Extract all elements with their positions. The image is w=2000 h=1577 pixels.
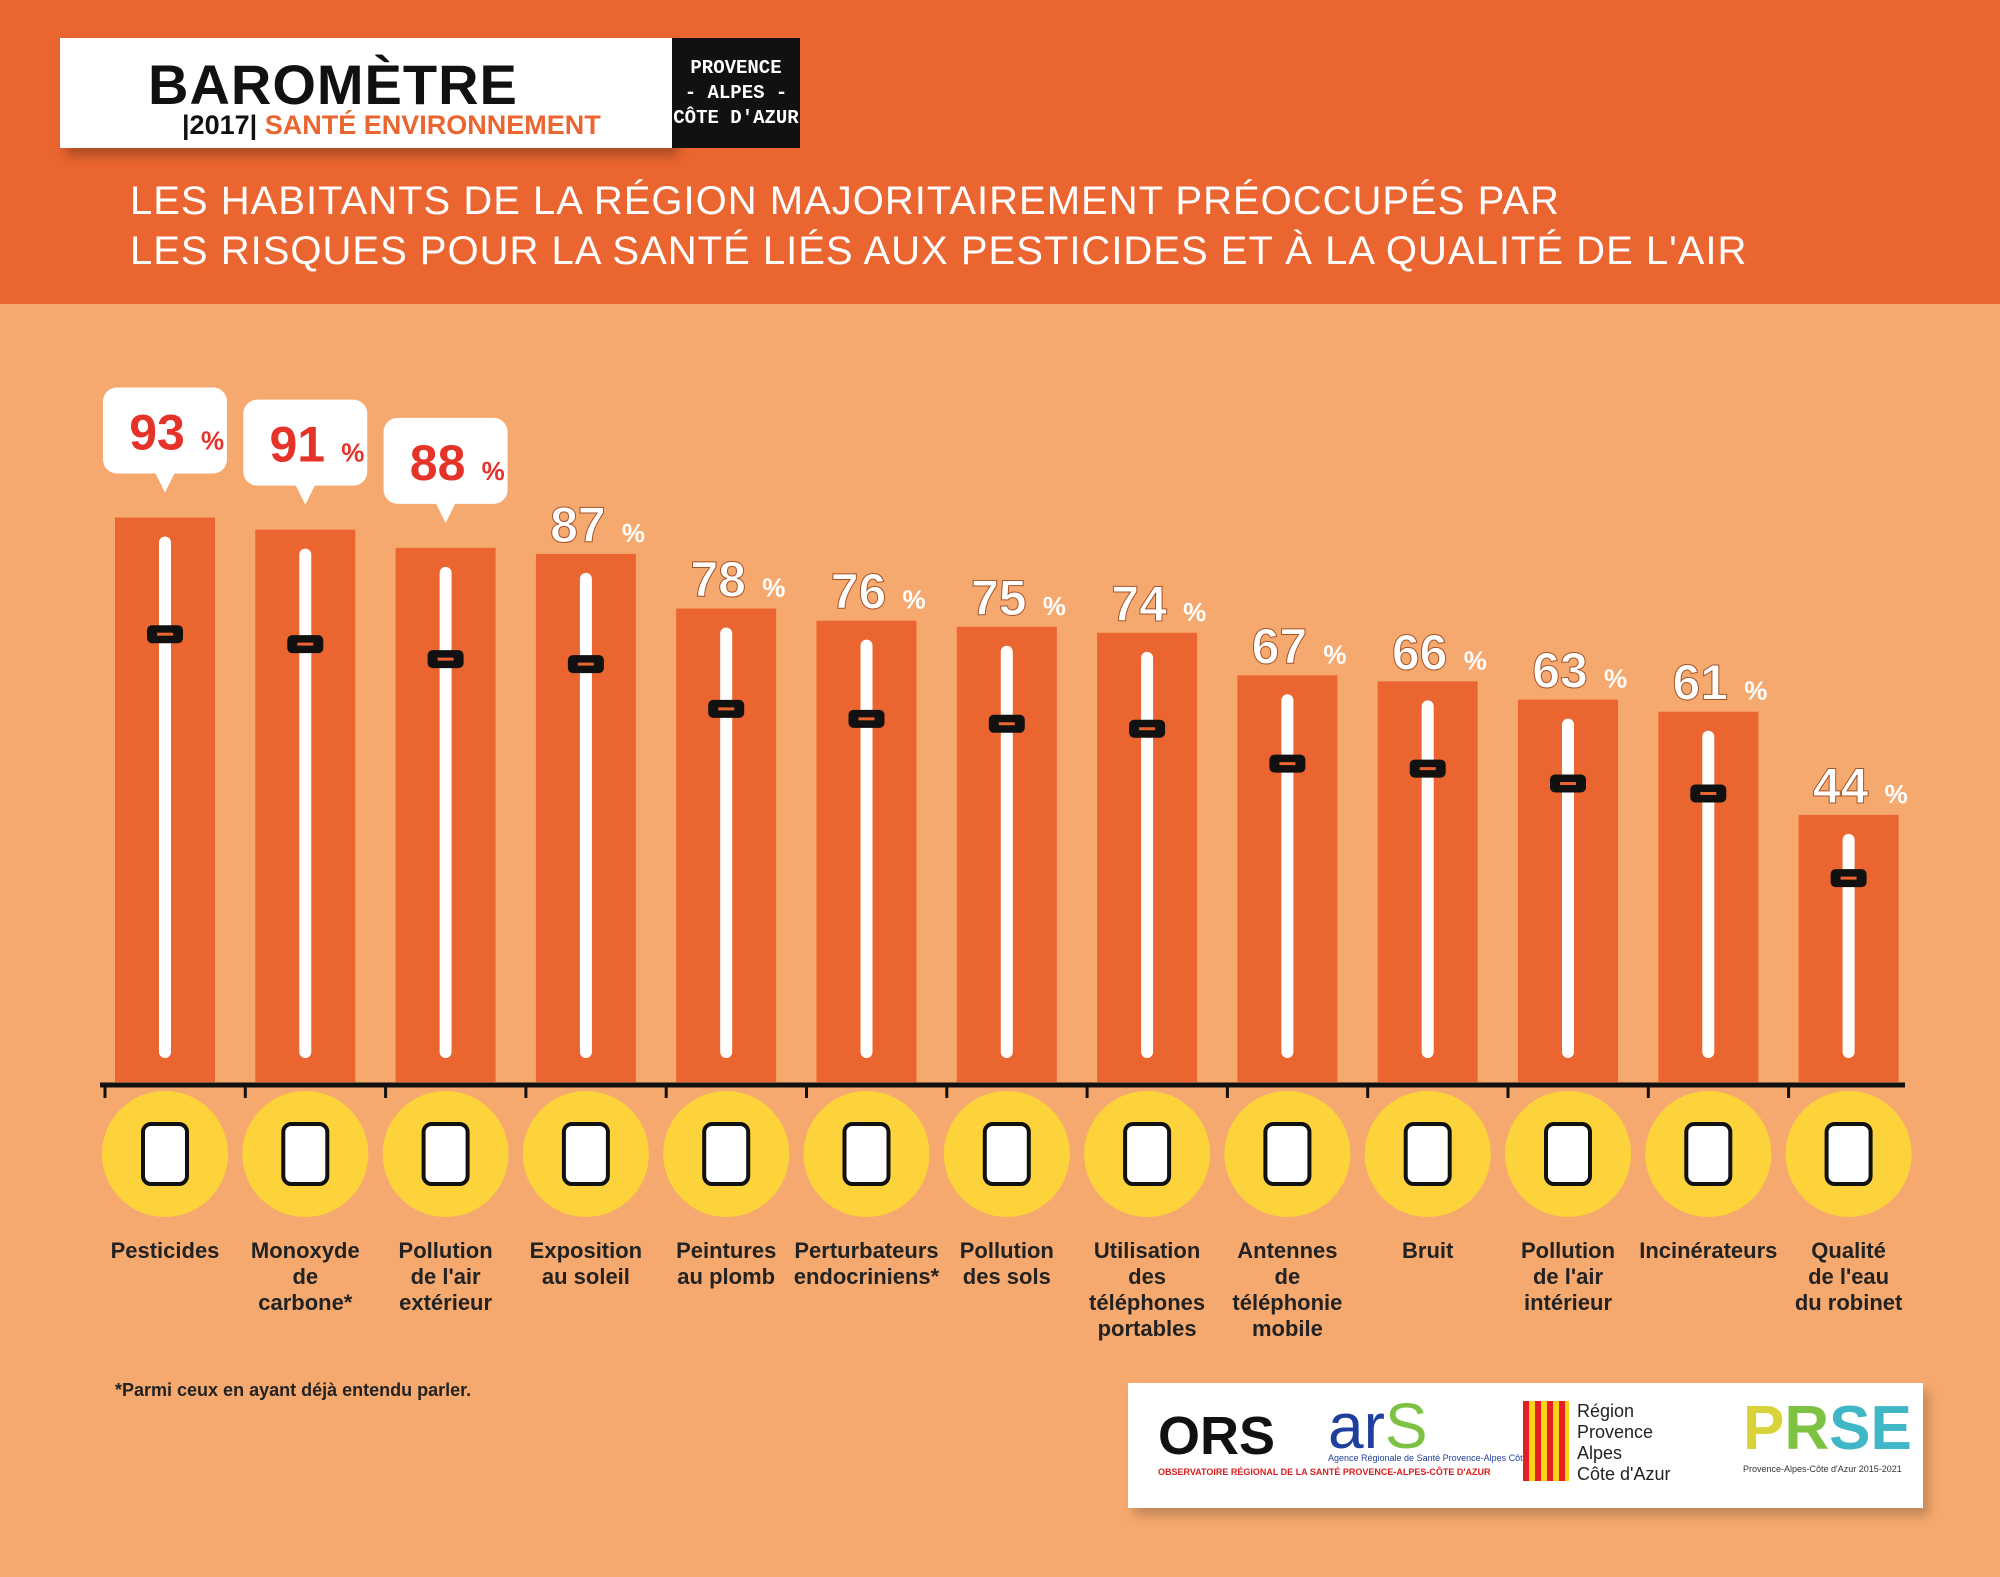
header-banner: BAROMÈTRE |2017| SANTÉ ENVIRONNEMENT PRO… — [0, 0, 2000, 304]
category-label: Utilisation — [1094, 1238, 1200, 1263]
value-unit: % — [201, 425, 224, 455]
partner-logos: ORS OBSERVATOIRE RÉGIONAL DE LA SANTÉ PRO… — [1128, 1383, 1923, 1508]
value-label: 93 — [129, 404, 185, 460]
sun-icon — [522, 1091, 649, 1217]
category-label: de — [1275, 1264, 1301, 1289]
logo-year: |2017| — [182, 110, 258, 140]
category-label: extérieur — [399, 1290, 492, 1315]
region-badge-line: PROVENCE — [690, 57, 782, 79]
value-bubble-tail — [435, 502, 456, 523]
category-label: des — [1128, 1264, 1166, 1289]
value-unit: % — [341, 438, 364, 468]
smartphone-icon — [1084, 1091, 1211, 1217]
spray-bottle-icon — [102, 1091, 228, 1217]
category-label: de — [292, 1264, 318, 1289]
region-shield-icon — [1523, 1401, 1569, 1481]
category-label: de l'air — [411, 1264, 481, 1289]
cloud-icon — [382, 1091, 509, 1217]
speaker-icon — [1364, 1091, 1491, 1217]
value-label: 91 — [269, 417, 325, 473]
region-badge-line: - ALPES - — [684, 82, 788, 104]
value-label: 66 — [1392, 624, 1448, 680]
category-label: Pollution — [960, 1238, 1054, 1263]
value-label: 63 — [1532, 643, 1588, 699]
category-label: carbone* — [258, 1290, 353, 1315]
category-label: au soleil — [542, 1264, 630, 1289]
bottle-cross-icon — [803, 1091, 930, 1217]
logo-title: BAROMÈTRE — [148, 53, 518, 116]
value-label: 44 — [1813, 758, 1869, 814]
logo-subtitle: SANTÉ ENVIRONNEMENT — [264, 110, 601, 140]
value-unit: % — [762, 573, 785, 603]
value-bubble — [103, 387, 227, 474]
faucet-icon — [1785, 1091, 1912, 1217]
value-label: 75 — [971, 570, 1027, 626]
prse-logo: PRSE Provence-Alpes-Côte d'Azur 2015-2021 — [1743, 1394, 1912, 1474]
region-logo: Région Provence Alpes Côte d'Azur — [1523, 1401, 1670, 1485]
category-label: au plomb — [677, 1264, 775, 1289]
category-label: mobile — [1252, 1316, 1323, 1341]
value-label: 87 — [550, 497, 606, 553]
category-label: téléphones — [1089, 1290, 1205, 1315]
category-label: Bruit — [1402, 1238, 1454, 1263]
region-badge: PROVENCE - ALPES - CÔTE D'AZUR — [672, 38, 800, 148]
ars-logo: arS Agence Régionale de Santé Provence-Al… — [1328, 1390, 1556, 1463]
value-bubble — [243, 399, 368, 486]
category-label: Monoxyde — [251, 1238, 360, 1263]
category-label: Exposition — [530, 1238, 642, 1263]
title-line: LES RISQUES POUR LA SANTÉ LIÉS AUX PESTI… — [130, 229, 1748, 273]
category-label: intérieur — [1524, 1290, 1612, 1315]
title-line: LES HABITANTS DE LA RÉGION MAJORITAIREME… — [130, 179, 1560, 223]
value-unit: % — [1744, 676, 1767, 706]
warning-triangle-icon — [242, 1091, 369, 1217]
soil-sprout-icon — [943, 1091, 1070, 1217]
value-unit: % — [903, 585, 926, 615]
value-label: 61 — [1672, 655, 1728, 711]
barometre-logo: BAROMÈTRE |2017| SANTÉ ENVIRONNEMENT — [60, 38, 672, 148]
category-label: Qualité — [1811, 1238, 1886, 1263]
value-bubble-tail — [155, 472, 175, 493]
house-icon — [1505, 1091, 1631, 1217]
value-unit: % — [622, 518, 645, 548]
category-label: Pollution — [399, 1238, 493, 1263]
logo-subtitle-line: |2017| SANTÉ ENVIRONNEMENT — [182, 110, 601, 141]
value-unit: % — [1043, 591, 1066, 621]
category-label: du robinet — [1795, 1290, 1903, 1315]
value-unit: % — [482, 456, 505, 486]
value-bubble — [383, 417, 508, 504]
category-label: de l'air — [1533, 1264, 1603, 1289]
category-label: Perturbateurs — [794, 1238, 938, 1263]
value-unit: % — [1323, 639, 1346, 669]
value-label: 74 — [1111, 576, 1167, 632]
value-label: 67 — [1252, 618, 1308, 674]
category-label: endocriniens* — [794, 1264, 940, 1289]
category-label: Pesticides — [111, 1238, 220, 1263]
value-unit: % — [1183, 597, 1206, 627]
category-label: Peintures — [676, 1238, 776, 1263]
category-label: téléphonie — [1232, 1290, 1342, 1315]
category-label: Pollution — [1521, 1238, 1615, 1263]
region-badge-line: CÔTE D'AZUR — [673, 107, 799, 129]
ors-logo: ORS OBSERVATOIRE RÉGIONAL DE LA SANTÉ PRO… — [1158, 1406, 1491, 1477]
category-label: Incinérateurs — [1639, 1238, 1777, 1263]
footnote: *Parmi ceux en ayant déjà entendu parler… — [115, 1380, 472, 1400]
antenna-icon — [1224, 1091, 1351, 1217]
value-label: 78 — [690, 552, 746, 608]
paint-roller-icon — [663, 1091, 790, 1217]
page-title: LES HABITANTS DE LA RÉGION MAJORITAIREME… — [130, 176, 1747, 276]
value-label: 88 — [410, 435, 466, 491]
value-bubble-tail — [295, 484, 316, 505]
value-unit: % — [1464, 645, 1487, 675]
category-label: portables — [1098, 1316, 1197, 1341]
value-unit: % — [1604, 664, 1627, 694]
value-unit: % — [1885, 779, 1908, 809]
category-label: Antennes — [1237, 1238, 1337, 1263]
category-label: de l'eau — [1808, 1264, 1889, 1289]
value-label: 76 — [831, 564, 887, 620]
category-label: des sols — [963, 1264, 1051, 1289]
factory-icon — [1645, 1091, 1772, 1217]
